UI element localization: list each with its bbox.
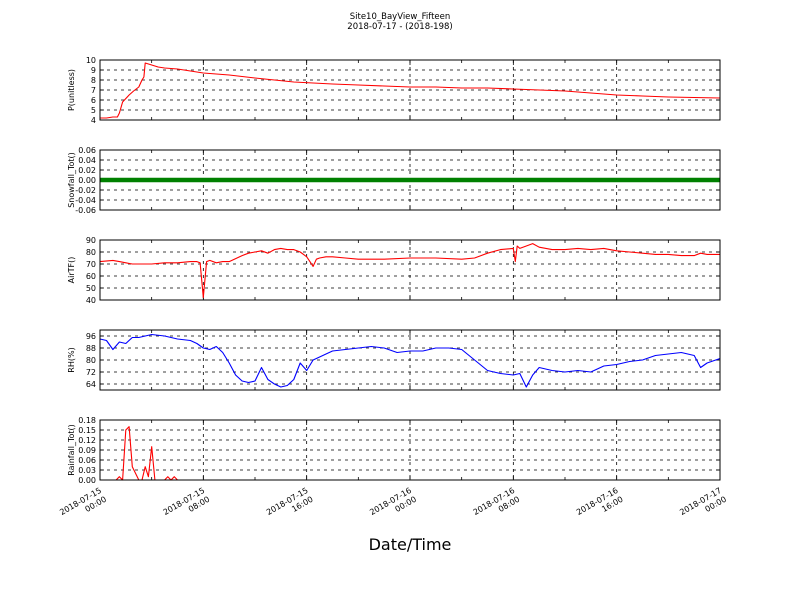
x-tick-label: 2018-07-1516:00 [265,486,315,526]
x-tick-label: 2018-07-1608:00 [472,486,522,526]
panel-3: 40 50 60 70 80 90 AirTF() [67,236,721,305]
y-tick-label: 4 [91,116,96,125]
y-tick-label: 50 [86,284,96,293]
y-tick-label: 8 [91,76,96,85]
x-tick-label: 2018-07-1700:00 [678,486,728,526]
panel-frame [99,149,721,211]
x-tick-label: 2018-07-1600:00 [368,486,418,526]
x-tick-label: 2018-07-1616:00 [575,486,625,526]
y-tick-label: 0.00 [78,176,96,185]
panel-2: -0.06-0.04-0.020.000.020.040.06Snowfall_… [67,146,721,215]
y-tick-label: 0.00 [78,476,96,485]
y-axis-label: Snowfall_Tot() [67,152,76,208]
y-tick-label: -0.04 [75,196,96,205]
series-line [100,62,721,119]
y-tick-label: 0.12 [78,436,96,445]
y-tick-label: 0.06 [78,456,96,465]
panel-4: 64 72 80 88 96 RH(%) [67,329,721,391]
y-axis-label: AirTF() [67,257,76,284]
panel-frame [99,239,721,301]
y-tick-label: 60 [86,272,96,281]
figure-title-line2: 2018-07-17 - (2018-198) [347,22,452,32]
panel-frame [99,419,721,481]
y-tick-label: -0.02 [75,186,96,195]
y-tick-label: 70 [86,260,96,269]
figure-title-line1: Site10_BayView_Fifteen [350,12,451,22]
series-line [99,333,721,388]
y-tick-label: 0.03 [78,466,96,475]
y-tick-label: 0.15 [78,426,96,435]
panel-frame [99,329,721,391]
panels-group: 45678910P(unitless)-0.06-0.04-0.020.000.… [58,56,728,526]
y-tick-label: 0.09 [78,446,96,455]
y-tick-label: 6 [91,96,96,105]
y-tick-label: 7 [91,86,96,95]
y-tick-label: 9 [91,66,96,75]
y-tick-label: 88 [86,344,96,353]
y-tick-label: 10 [86,56,96,65]
y-tick-label: 80 [86,248,96,257]
x-axis-label: Date/Time [369,535,452,554]
x-tick-label: 2018-07-1500:00 [58,486,108,526]
panel-5: 0.000.030.060.090.120.150.18Rainfall_Tot… [67,416,721,485]
series-line [99,243,720,299]
y-tick-label: 0.04 [78,156,96,165]
series-line [100,426,720,481]
y-axis-label: RH(%) [67,347,76,372]
y-tick-label: 80 [86,356,96,365]
y-tick-label: 40 [86,296,96,305]
y-tick-label: 5 [91,106,96,115]
y-tick-label: 64 [86,380,96,389]
x-tick-label: 2018-07-1508:00 [162,486,212,526]
panel-frame [99,59,721,121]
y-axis-label: P(unitless) [67,69,76,111]
y-axis-label: Rainfall_Tot() [67,424,76,476]
y-tick-label: 72 [86,368,96,377]
y-tick-label: 0.06 [78,146,96,155]
y-tick-label: 96 [86,332,96,341]
y-tick-label: 0.02 [78,166,96,175]
y-tick-label: -0.06 [75,206,96,215]
y-tick-label: 0.18 [78,416,96,425]
y-tick-label: 90 [86,236,96,245]
